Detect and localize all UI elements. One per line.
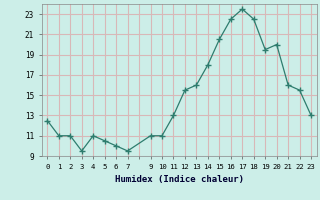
X-axis label: Humidex (Indice chaleur): Humidex (Indice chaleur) [115,175,244,184]
